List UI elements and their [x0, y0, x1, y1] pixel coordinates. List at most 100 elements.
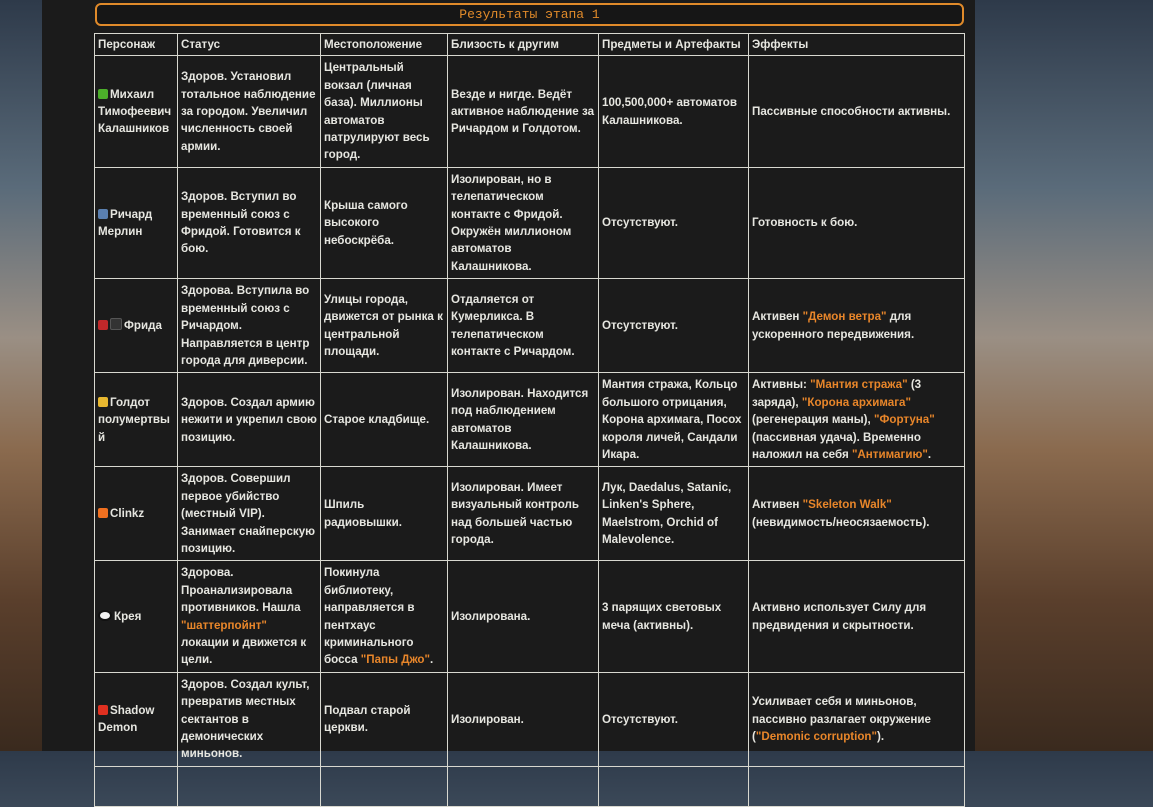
cell-text: для ускоренного передвижения.	[752, 310, 915, 341]
status-cell: Здоров. Создал армию нежити и укрепил св…	[177, 372, 321, 468]
effects-cell: Усиливает себя и миньонов, пассивно разл…	[748, 671, 965, 767]
highlighted-term: "Корона архимага"	[801, 395, 911, 409]
cell-text: (3 заряда),	[752, 378, 922, 409]
character-cell: Голдот полумертвый	[94, 372, 178, 468]
cell-text: Изолирован.	[451, 712, 524, 726]
effects-cell: Готовность к бою.	[748, 166, 965, 280]
column-header-items: Предметы и Артефакты	[598, 32, 749, 57]
cell-text: Здоров. Создал армию нежити и укрепил св…	[181, 395, 317, 444]
cell-text: Усиливает себя и миньонов, пассивно разл…	[752, 695, 931, 744]
cell-text: Изолирована.	[451, 609, 531, 623]
proximity-cell: Изолирована.	[447, 560, 599, 673]
cell-text: Здоров. Вступил во временный союз с Фрид…	[181, 190, 301, 256]
crown-icon	[98, 396, 108, 407]
cell-text: Активно использует Силу для предвидения …	[752, 601, 927, 632]
items-cell: 3 парящих световых меча (активны).	[598, 560, 749, 673]
effects-cell: Активно использует Силу для предвидения …	[748, 560, 965, 673]
proximity-cell: Изолирован. Находится под наблюдением ав…	[447, 372, 599, 468]
cell-text: Пассивные способности активны.	[752, 104, 951, 118]
cell-text: .	[429, 653, 434, 667]
highlighted-term: "Demonic corruption"	[755, 730, 878, 744]
cell-text: Покинула библиотеку, направляется в пент…	[324, 566, 415, 667]
table-row: Ричард Мерлин Здоров. Вступил во временны…	[94, 166, 965, 280]
cell-text: Отсутствуют.	[602, 319, 679, 333]
cell-text: Везде и нигде. Ведёт активное наблюдение…	[451, 87, 595, 136]
column-header-location: Местоположение	[320, 32, 448, 57]
proximity-cell: Отдаляется от Кумерликса. В телепатическ…	[447, 278, 599, 374]
column-header-proximity: Близость к другим	[447, 32, 599, 57]
cell-text: Здоров. Установил тотальное наблюдение з…	[181, 70, 316, 153]
character-name: Михаил Тимофеевич Калашников	[98, 87, 172, 136]
proximity-cell: Изолирован.	[447, 671, 599, 767]
cell-text: Отсутствуют.	[602, 216, 679, 230]
cell-text: (пассивная удача). Временно наложил на с…	[752, 430, 921, 461]
mage-icon	[98, 208, 108, 219]
character-name: Ричард Мерлин	[98, 207, 153, 239]
cell-text: Изолирован. Имеет визуальный контроль на…	[451, 481, 579, 547]
table-row: Михаил Тимофеевич Калашников Здоров. Уста…	[94, 55, 965, 168]
effects-cell: Активны: "Мантия стража" (3 заряда), "Ко…	[748, 372, 965, 468]
status-cell: Здорова. Вступила во временный союз с Ри…	[177, 278, 321, 374]
items-cell: Отсутствуют.	[598, 671, 749, 767]
character-name: Clinkz	[110, 507, 145, 521]
cell-text: Активен	[752, 498, 803, 512]
character-cell: Clinkz	[94, 466, 178, 562]
location-cell: Старое кладбище.	[320, 372, 448, 468]
character-cell: Фрида	[94, 278, 178, 374]
cell-text: Готовность к бою.	[752, 216, 858, 230]
column-header-status: Статус	[177, 32, 321, 57]
effects-cell: Пассивные способности активны.	[748, 55, 965, 168]
status-cell: Здорова. Проанализировала противников. Н…	[177, 560, 321, 673]
cell-text: Отсутствуют.	[602, 712, 679, 726]
status-cell: Здоров. Совершил первое убийство (местны…	[177, 466, 321, 562]
highlighted-term: "Демон ветра"	[802, 310, 887, 324]
empty-cell	[177, 765, 321, 807]
cell-text: 3 парящих световых меча (активны).	[602, 601, 722, 632]
cell-text: (невидимость/неосязаемость).	[752, 515, 930, 529]
items-cell: Лук, Daedalus, Satanic, Linken's Sphere,…	[598, 466, 749, 562]
table-row	[94, 765, 965, 807]
location-cell: Шпиль радиовышки.	[320, 466, 448, 562]
status-cell: Здоров. Установил тотальное наблюдение з…	[177, 55, 321, 168]
character-name: Голдот полумертвый	[98, 395, 170, 444]
cell-text: Отдаляется от Кумерликса. В телепатическ…	[451, 292, 575, 359]
proximity-cell: Везде и нигде. Ведёт активное наблюдение…	[447, 55, 599, 168]
status-cell: Здоров. Создал культ, превратив местных …	[177, 671, 321, 767]
character-cell: Ричард Мерлин	[94, 166, 178, 280]
empty-cell	[598, 765, 749, 807]
items-cell: 100,500,000+ автоматов Калашникова.	[598, 55, 749, 168]
cell-text: Подвал старой церкви.	[324, 703, 411, 735]
character-name: Фрида	[124, 319, 162, 333]
cell-text: Старое кладбище.	[324, 413, 430, 427]
effects-cell: Активен "Демон ветра" для ускоренного пе…	[748, 278, 965, 374]
column-header-effects: Эффекты	[748, 32, 965, 57]
cell-text: .	[927, 447, 932, 461]
cell-text: Здоров. Совершил первое убийство (местны…	[181, 472, 316, 555]
cell-text: Улицы города, движется от рынка к центра…	[324, 292, 443, 359]
table-row: Крея Здорова. Проанализировала противнико…	[94, 560, 965, 673]
empty-cell	[748, 765, 965, 807]
character-name: Shadow Demon	[98, 703, 155, 735]
stage-results-title: Результаты этапа 1	[95, 3, 964, 26]
cell-text: Крыша самого высокого небоскрёба.	[324, 198, 408, 247]
items-cell: Отсутствуют.	[598, 278, 749, 374]
cell-text: Шпиль радиовышки.	[324, 498, 402, 529]
highlighted-term: "Папы Джо"	[360, 653, 430, 667]
character-cell: Крея	[94, 560, 178, 673]
fire-icon	[98, 508, 108, 519]
table-row: Shadow Demon Здоров. Создал культ, превра…	[94, 671, 965, 767]
cell-text: Мантия стража, Кольцо большого отрицания…	[602, 378, 742, 461]
cell-text: Активны:	[752, 378, 811, 392]
black-square-icon	[110, 318, 122, 331]
items-cell: Отсутствуют.	[598, 166, 749, 280]
location-cell: Покинула библиотеку, направляется в пент…	[320, 560, 448, 673]
highlighted-term: "Skeleton Walk"	[802, 498, 892, 512]
gun-icon	[98, 88, 108, 99]
cell-text: Изолирован. Находится под наблюдением ав…	[451, 387, 589, 453]
column-header-character: Персонаж	[94, 32, 178, 57]
cell-text: Центральный вокзал (личная база). Миллио…	[324, 61, 430, 162]
cell-text: ).	[877, 730, 885, 744]
table-header-row: Персонаж Статус Местоположение Близость к д…	[94, 32, 965, 57]
cell-text: Здоров. Создал культ, превратив местных …	[181, 677, 310, 761]
highlighted-term: "Фортуна"	[873, 413, 935, 427]
